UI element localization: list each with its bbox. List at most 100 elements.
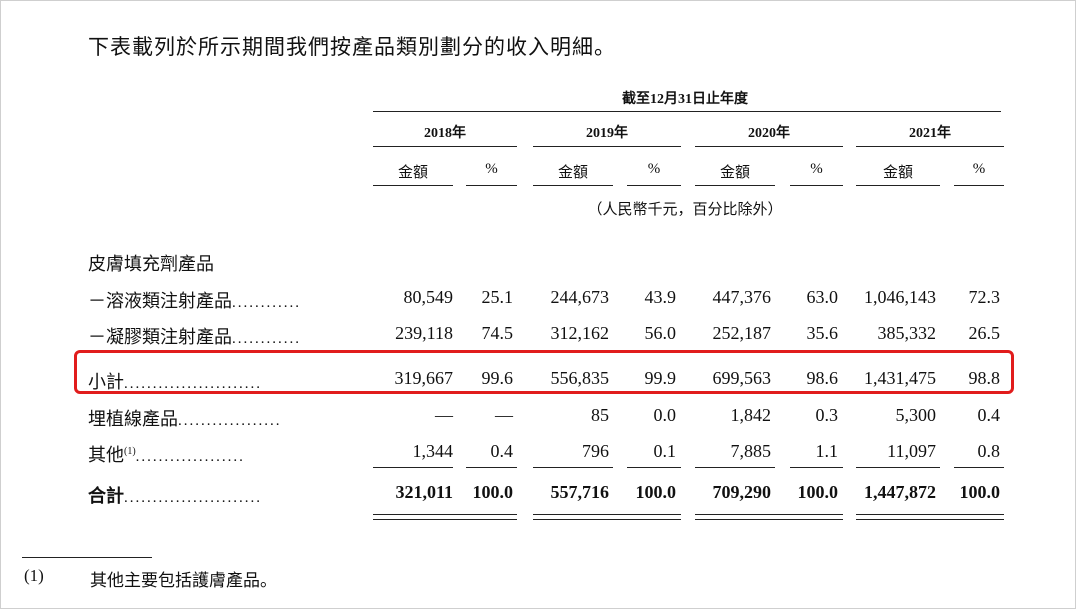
row-label: 合計........................	[88, 486, 262, 506]
amount-header: 金額	[557, 165, 588, 181]
table-cell: 709,290	[712, 482, 772, 502]
amount-header: 金額	[882, 165, 913, 181]
year-rule	[373, 146, 517, 147]
table-cell: 5,300	[895, 405, 937, 425]
table-cell: 43.9	[644, 287, 677, 307]
table-cell: 100.0	[797, 482, 839, 502]
table-cell: 312,162	[550, 323, 610, 343]
percent-header: %	[972, 161, 986, 177]
row-label: －溶液類注射產品............	[88, 291, 301, 311]
year-header-2021: 2021年	[909, 126, 951, 141]
year-header-2020: 2020年	[748, 126, 790, 141]
table-cell: 98.6	[806, 368, 839, 388]
double-rule	[856, 514, 1004, 515]
total-rule	[856, 467, 940, 468]
table-cell: 1,842	[730, 405, 772, 425]
table-cell: 100.0	[959, 482, 1001, 502]
table-cell: 796	[582, 441, 609, 461]
table-cell: 321,011	[395, 482, 453, 502]
table-cell: 0.4	[490, 441, 514, 461]
table-cell: 7,885	[730, 441, 772, 461]
table-cell: 80,549	[403, 287, 454, 307]
year-header-2019: 2019年	[586, 126, 628, 141]
amount-header: 金額	[719, 165, 750, 181]
table-cell: 0.3	[815, 405, 839, 425]
period-rule	[373, 111, 1001, 112]
double-rule	[856, 519, 1004, 520]
year-rule	[695, 146, 843, 147]
table-cell: 85	[591, 405, 609, 425]
subheader-rule	[627, 185, 681, 186]
table-cell: 74.5	[481, 323, 514, 343]
highlight-box	[74, 350, 1014, 394]
table-cell: 447,376	[712, 287, 772, 307]
intro-text: 下表載列於所示期間我們按產品類別劃分的收入明細。	[88, 35, 616, 59]
table-cell: 557,716	[550, 482, 610, 502]
table-cell: 385,332	[877, 323, 937, 343]
table-cell: 26.5	[968, 323, 1001, 343]
footnote-marker: (1)	[24, 566, 44, 585]
table-cell: 699,563	[712, 368, 772, 388]
table-cell: 244,673	[550, 287, 610, 307]
table-cell: 1,431,475	[864, 368, 936, 388]
amount-header: 金額	[397, 165, 428, 181]
double-rule	[533, 514, 681, 515]
table-cell: 25.1	[481, 287, 514, 307]
table-cell: 0.4	[977, 405, 1001, 425]
table-cell: 100.0	[635, 482, 677, 502]
table-cell: 99.9	[644, 368, 677, 388]
table-cell: 1,344	[412, 441, 454, 461]
year-header-2018: 2018年	[424, 126, 466, 141]
table-cell: 0.1	[653, 441, 677, 461]
table-cell: 319,667	[394, 368, 454, 388]
footnote-text: 其他主要包括護膚產品。	[90, 571, 277, 590]
table-cell: 556,835	[550, 368, 610, 388]
subheader-rule	[856, 185, 940, 186]
double-rule	[695, 514, 843, 515]
section-title: 皮膚填充劑產品	[88, 254, 214, 274]
table-cell: 99.6	[481, 368, 514, 388]
total-rule	[627, 467, 681, 468]
table-cell: 63.0	[806, 287, 839, 307]
row-label: 小計........................	[88, 372, 262, 392]
table-cell: 35.6	[806, 323, 839, 343]
period-header: 截至12月31日止年度	[622, 92, 748, 107]
table-cell: 252,187	[712, 323, 772, 343]
percent-header: %	[647, 161, 661, 177]
table-cell: 1,447,872	[864, 482, 936, 502]
table-cell: 239,118	[395, 323, 453, 343]
footnote-ref: (1)	[124, 446, 136, 457]
table-cell: 100.0	[472, 482, 514, 502]
table-cell: —	[435, 405, 453, 425]
table-cell: 72.3	[968, 287, 1001, 307]
year-rule	[856, 146, 1004, 147]
subheader-rule	[466, 185, 517, 186]
table-cell: —	[495, 405, 513, 425]
subheader-rule	[790, 185, 843, 186]
total-rule	[695, 467, 775, 468]
subheader-rule	[954, 185, 1004, 186]
table-cell: 11,097	[887, 441, 936, 461]
total-rule	[790, 467, 843, 468]
double-rule	[695, 519, 843, 520]
double-rule	[373, 519, 517, 520]
total-rule	[954, 467, 1004, 468]
row-label: －凝膠類注射產品............	[88, 327, 301, 347]
table-cell: 56.0	[644, 323, 677, 343]
row-label: 其他(1)...................	[88, 445, 245, 465]
percent-header: %	[485, 161, 498, 177]
table-cell: 0.8	[977, 441, 1001, 461]
total-rule	[533, 467, 613, 468]
footnote-divider	[22, 557, 152, 558]
row-label: 埋植線產品..................	[88, 409, 282, 429]
percent-header: %	[810, 161, 823, 177]
year-rule	[533, 146, 681, 147]
table-cell: 98.8	[968, 368, 1001, 388]
subheader-rule	[695, 185, 775, 186]
table-cell: 1,046,143	[864, 287, 936, 307]
unit-note: （人民幣千元，百分比除外）	[587, 202, 783, 218]
table-cell: 1.1	[815, 441, 839, 461]
total-rule	[466, 467, 517, 468]
subheader-rule	[533, 185, 613, 186]
double-rule	[533, 519, 681, 520]
